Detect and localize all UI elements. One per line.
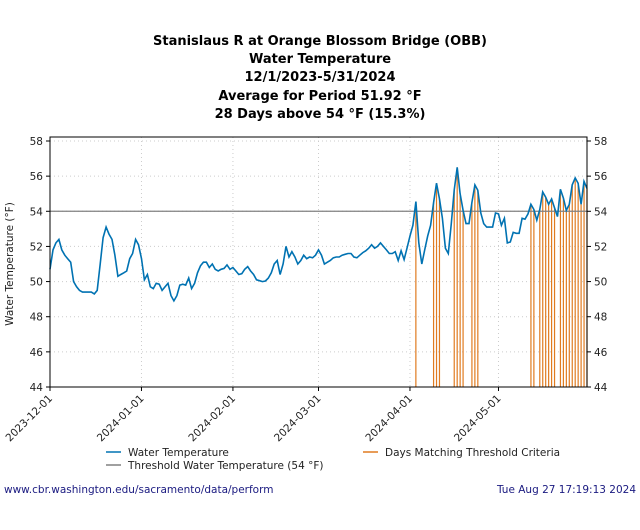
y-tick-label-right: 56 [594,171,608,183]
y-tick-label-left: 44 [30,382,44,394]
y-tick-label-left: 48 [30,312,43,324]
title-line: Water Temperature [249,52,391,67]
x-tick-label: 2024-05-01 [452,393,504,445]
y-tick-label-right: 48 [594,312,607,324]
legend: Water Temperature Threshold Water Temper… [106,447,560,472]
chart-title: Stanislaus R at Orange Blossom Bridge (O… [153,34,487,122]
legend-label: Threshold Water Temperature (54 °F) [127,460,324,472]
y-tick-label-left: 50 [30,277,43,289]
x-ticks: 2023-12-01 2024-01-01 2024-02-01 2024-03-01… [3,387,504,445]
footer-url[interactable]: www.cbr.washington.edu/sacramento/data/p… [4,484,273,496]
title-line: 12/1/2023-5/31/2024 [244,70,395,85]
x-tick-label: 2024-02-01 [186,393,238,445]
title-line: Average for Period 51.92 °F [218,89,421,104]
x-tick-label: 2024-04-01 [363,393,415,445]
grid [49,137,587,388]
x-tick-label: 2024-03-01 [272,393,324,445]
x-tick-label: 2023-12-01 [3,393,55,445]
y-tick-label-right: 46 [594,347,608,359]
y-ticks: 44 44 46 46 48 48 50 50 52 52 54 54 56 56 58 58 [30,136,608,394]
y-tick-label-right: 58 [594,136,607,148]
y-tick-label-right: 52 [594,241,607,253]
y-tick-label-left: 54 [30,206,44,218]
y-axis-label: Water Temperature (°F) [4,202,16,326]
title-line: 28 Days above 54 °F (15.3%) [215,107,426,122]
y-tick-label-right: 54 [594,206,608,218]
legend-label: Water Temperature [128,447,229,459]
y-tick-label-left: 56 [30,171,44,183]
y-tick-label-right: 44 [594,382,608,394]
threshold-days [415,167,588,387]
y-tick-label-right: 50 [594,277,607,289]
y-tick-label-left: 52 [30,241,43,253]
y-tick-label-left: 46 [30,347,44,359]
legend-label: Days Matching Threshold Criteria [385,447,560,459]
y-tick-label-left: 58 [30,136,43,148]
x-tick-label: 2024-01-01 [95,393,147,445]
title-line: Stanislaus R at Orange Blossom Bridge (O… [153,34,487,49]
series-line-water-temperature [49,167,588,303]
footer-timestamp: Tue Aug 27 17:19:13 2024 [496,484,636,496]
